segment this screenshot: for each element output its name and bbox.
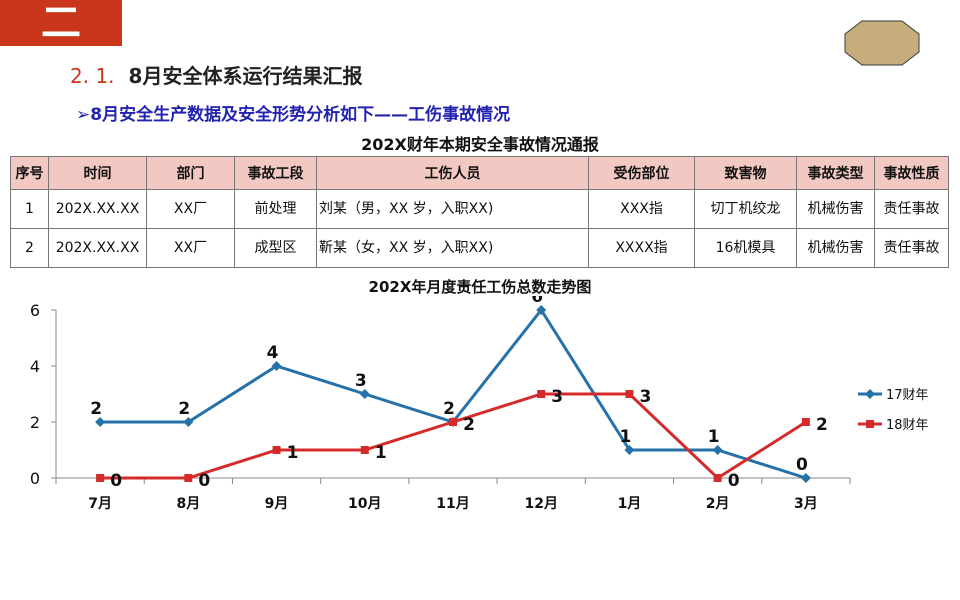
table-cell: 2 xyxy=(10,228,49,268)
table-cell: 刘某（男，XX 岁，入职XX) xyxy=(316,189,589,229)
section-number: 2. 1. xyxy=(70,64,115,88)
header-cell: 工伤人员 xyxy=(316,156,589,190)
data-point xyxy=(184,474,193,482)
series-line-1 xyxy=(100,307,807,480)
x-tick-label: 9月 xyxy=(265,496,289,512)
y-tick-label: 2 xyxy=(30,413,40,432)
section-title: 8月安全体系运行结果汇报 xyxy=(128,64,363,88)
data-point xyxy=(449,418,457,426)
data-label: 2 xyxy=(443,399,455,419)
x-tick-label: 2月 xyxy=(706,496,730,512)
data-label: 1 xyxy=(620,427,632,447)
y-tick-label: 6 xyxy=(30,301,40,320)
data-point xyxy=(801,418,810,426)
table-cell: 前处理 xyxy=(234,189,317,229)
decorative-octagon xyxy=(844,20,920,66)
table-cell: XXX指 xyxy=(588,189,695,229)
header-cell: 事故性质 xyxy=(874,156,949,190)
x-tick-label: 8月 xyxy=(176,496,200,512)
legend-marker xyxy=(866,420,874,428)
data-point xyxy=(96,474,105,482)
table-cell: 16机模具 xyxy=(694,228,797,268)
data-label: 4 xyxy=(267,343,279,363)
table-cell: 成型区 xyxy=(234,228,317,268)
table-cell: 责任事故 xyxy=(874,189,949,229)
data-point xyxy=(712,445,723,455)
legend-label: 17财年 xyxy=(886,388,929,403)
table-cell: 机械伤害 xyxy=(796,189,875,229)
table-cell: 责任事故 xyxy=(874,228,949,268)
header-cell: 事故类型 xyxy=(796,156,875,190)
table-title: 202X财年本期安全事故情况通报 xyxy=(361,135,599,154)
data-point xyxy=(625,390,634,398)
data-label: 2 xyxy=(816,415,828,435)
x-tick-label: 11月 xyxy=(436,496,469,512)
data-label: 0 xyxy=(796,455,808,475)
table-cell: XX厂 xyxy=(146,189,235,229)
data-point xyxy=(713,474,722,482)
data-label: 1 xyxy=(708,427,720,447)
data-point xyxy=(800,473,811,483)
y-tick-label: 4 xyxy=(30,357,40,376)
table-cell: 切丁机绞龙 xyxy=(694,189,797,229)
chart-title: 202X年月度责任工伤总数走势图 xyxy=(368,278,592,296)
data-label: 1 xyxy=(287,443,299,463)
table-cell: 202X.XX.XX xyxy=(48,189,147,229)
data-point xyxy=(624,445,635,455)
x-tick-label: 3月 xyxy=(794,496,818,512)
data-label: 2 xyxy=(463,415,475,435)
x-tick-label: 12月 xyxy=(524,496,557,512)
header-cell: 致害物 xyxy=(694,156,797,190)
data-point xyxy=(359,389,370,399)
data-label: 2 xyxy=(178,399,190,419)
legend-label: 18财年 xyxy=(886,418,929,433)
table-cell: 1 xyxy=(10,189,49,229)
table-cell: 202X.XX.XX xyxy=(48,228,147,268)
data-label: 3 xyxy=(640,387,652,407)
table-cell: 机械伤害 xyxy=(796,228,875,268)
data-point xyxy=(537,390,546,398)
table-cell: XXXX指 xyxy=(588,228,695,268)
table-row: 1 202X.XX.XX XX厂 前处理 刘某（男，XX 岁，入职XX) XXX… xyxy=(10,189,949,229)
legend-marker xyxy=(865,389,875,399)
x-tick-label: 7月 xyxy=(88,496,112,512)
header-cell: 部门 xyxy=(146,156,235,190)
data-label: 3 xyxy=(551,387,563,407)
data-label: 0 xyxy=(728,471,740,491)
data-point xyxy=(183,417,194,427)
data-point xyxy=(271,361,282,371)
section-badge: 二 xyxy=(0,0,122,46)
table-cell: XX厂 xyxy=(146,228,235,268)
subtitle: ➢8月安全生产数据及安全形势分析如下——工伤事故情况 xyxy=(76,105,511,125)
data-point xyxy=(536,305,547,315)
data-label: 0 xyxy=(110,471,122,491)
data-label: 6 xyxy=(531,296,543,307)
header-cell: 受伤部位 xyxy=(588,156,695,190)
x-tick-label: 1月 xyxy=(618,496,642,512)
table-header-row: 序号 时间 部门 事故工段 工伤人员 受伤部位 致害物 事故类型 事故性质 xyxy=(10,156,949,190)
x-tick-label: 10月 xyxy=(348,496,381,512)
y-tick-label: 0 xyxy=(30,469,40,488)
header-cell: 序号 xyxy=(10,156,49,190)
data-point xyxy=(272,446,281,454)
accident-table: 序号 时间 部门 事故工段 工伤人员 受伤部位 致害物 事故类型 事故性质 1 … xyxy=(10,156,949,268)
header-cell: 时间 xyxy=(48,156,147,190)
data-label: 3 xyxy=(355,371,367,391)
section-heading: 2. 1. 8月安全体系运行结果汇报 xyxy=(70,60,362,89)
data-point xyxy=(360,446,369,454)
header-cell: 事故工段 xyxy=(234,156,317,190)
data-point xyxy=(95,417,106,427)
data-label: 2 xyxy=(90,399,102,419)
table-row: 2 202X.XX.XX XX厂 成型区 靳某（女，XX 岁，入职XX) XXX… xyxy=(10,228,949,268)
table-cell: 靳某（女，XX 岁，入职XX) xyxy=(316,228,589,268)
data-label: 0 xyxy=(198,471,210,491)
data-label: 1 xyxy=(375,443,387,463)
